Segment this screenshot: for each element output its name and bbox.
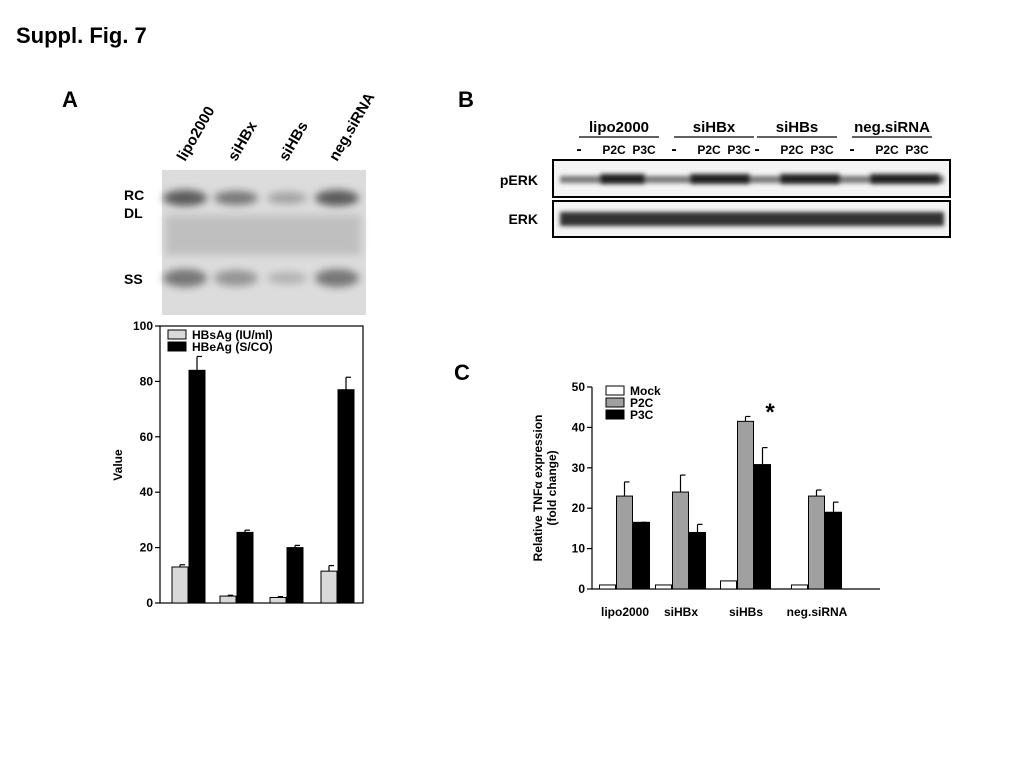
band-label: DL xyxy=(124,205,143,221)
lane-label: neg.siRNA xyxy=(326,90,379,164)
panel-label: B xyxy=(458,87,474,112)
y-tick-label: 100 xyxy=(133,319,153,333)
y-tick-label: 40 xyxy=(140,485,154,499)
lane-label: P2C xyxy=(697,143,721,157)
lane-label: - xyxy=(671,141,676,158)
y-tick-label: 60 xyxy=(140,430,154,444)
plot-frame xyxy=(159,325,364,604)
y-tick-label: 50 xyxy=(572,380,586,394)
lane-label: - xyxy=(754,141,759,158)
lane-label: siHBs xyxy=(276,119,312,164)
y-tick-label: 80 xyxy=(140,374,154,388)
legend-swatch xyxy=(605,385,625,396)
legend-swatch xyxy=(605,409,625,420)
bar xyxy=(754,464,771,590)
bar xyxy=(791,584,808,590)
legend-label: HBsAg (IU/ml) xyxy=(192,328,273,342)
lane-label: P3C xyxy=(632,143,656,157)
lane-label: siHBx xyxy=(225,118,261,164)
bar xyxy=(286,547,304,604)
bar xyxy=(672,491,689,590)
bar xyxy=(737,420,754,590)
lane-label: P2C xyxy=(602,143,626,157)
lane-label: P2C xyxy=(875,143,899,157)
x-tick-label: neg.siRNA xyxy=(787,605,848,619)
bar xyxy=(188,369,206,604)
bar xyxy=(337,389,355,604)
y-tick-label: 30 xyxy=(572,461,586,475)
gel-image xyxy=(162,170,366,315)
lane-label: P2C xyxy=(780,143,804,157)
legend-label: P2C xyxy=(630,396,654,410)
x-tick-label: siHBx xyxy=(664,605,698,619)
bar xyxy=(236,531,254,604)
y-axis-label: Relative TNFα expression xyxy=(531,415,545,562)
lane-label: - xyxy=(576,141,581,158)
lane-label: - xyxy=(849,141,854,158)
x-tick-label: siHBs xyxy=(729,605,763,619)
legend-label: Mock xyxy=(630,384,661,398)
lane-label: lipo2000 xyxy=(174,104,219,164)
y-tick-label: 10 xyxy=(572,542,586,556)
bar xyxy=(720,580,737,590)
blot-image xyxy=(552,159,951,238)
row-label: ERK xyxy=(508,211,538,227)
y-tick-label: 0 xyxy=(578,582,585,596)
lane-label: P3C xyxy=(905,143,929,157)
group-label: siHBs xyxy=(776,119,819,136)
y-tick-label: 20 xyxy=(572,501,586,515)
y-tick-label: 0 xyxy=(146,596,153,610)
bar xyxy=(616,495,633,590)
legend-label: HBeAg (S/CO) xyxy=(192,340,273,354)
legend-swatch xyxy=(167,341,187,352)
legend-swatch xyxy=(605,397,625,408)
group-label: siHBx xyxy=(693,119,736,136)
bar xyxy=(808,495,825,590)
bar xyxy=(655,584,672,590)
band-label: RC xyxy=(124,187,144,203)
group-label: lipo2000 xyxy=(589,119,649,136)
legend-label: P3C xyxy=(630,408,654,422)
legend-swatch xyxy=(167,329,187,340)
row-label: pERK xyxy=(500,172,538,188)
y-tick-label: 20 xyxy=(140,541,154,555)
lane-label: P3C xyxy=(727,143,751,157)
y-tick-label: 40 xyxy=(572,420,586,434)
bar xyxy=(171,566,189,604)
bar xyxy=(633,521,650,590)
bar xyxy=(599,584,616,590)
bar xyxy=(825,511,842,590)
lane-label: P3C xyxy=(810,143,834,157)
bar xyxy=(689,531,706,590)
figure-title: Suppl. Fig. 7 xyxy=(16,23,147,48)
bar xyxy=(269,596,287,604)
annotation: * xyxy=(765,399,775,426)
y-axis-label: Value xyxy=(111,449,125,481)
x-tick-label: lipo2000 xyxy=(601,605,649,619)
panel-label: C xyxy=(454,360,470,385)
panel-label: A xyxy=(62,87,78,112)
group-label: neg.siRNA xyxy=(854,119,930,136)
bar xyxy=(320,570,338,604)
band-label: SS xyxy=(124,271,143,287)
y-axis-label: (fold change) xyxy=(545,450,559,525)
bar xyxy=(219,595,237,604)
